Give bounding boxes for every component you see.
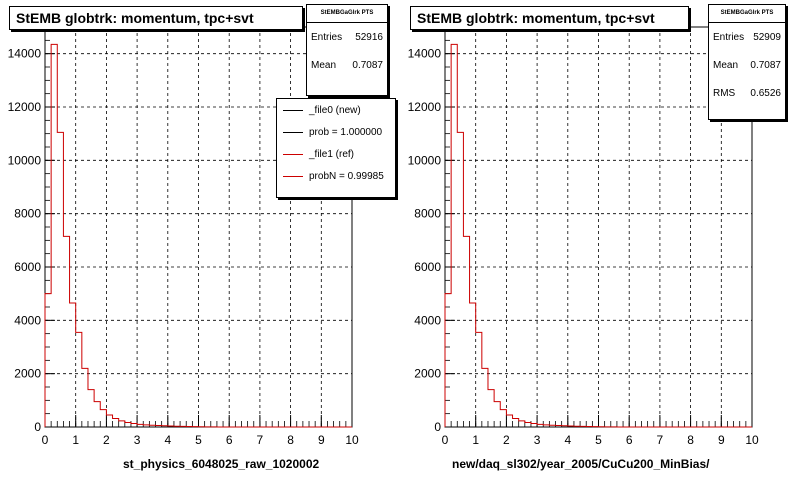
y-tick-label: 0	[34, 420, 41, 434]
right-rms-label: RMS	[713, 87, 736, 99]
x-tick-label: 4	[164, 433, 171, 447]
right-stats-entries-row: Entries 52909	[709, 23, 785, 51]
legend-entry: _file0 (new)	[277, 99, 395, 121]
legend-line-swatch	[283, 175, 303, 177]
left-stats-mean-row: Mean 0.7087	[307, 51, 387, 79]
y-tick-label: 6000	[14, 260, 41, 274]
legend-entry: _file1 (ref)	[277, 143, 395, 165]
left-legend: _file0 (new) prob = 1.000000 _file1 (ref…	[276, 98, 396, 198]
x-tick-label: 5	[195, 433, 202, 447]
x-tick-label: 1	[72, 433, 79, 447]
x-tick-label: 9	[718, 433, 725, 447]
y-tick-label: 4000	[14, 313, 41, 327]
right-x-axis-label: new/daq_sl302/year_2005/CuCu200_MinBias/	[452, 457, 710, 471]
right-entries-label: Entries	[713, 31, 745, 43]
legend-entry: probN = 0.99985	[277, 165, 395, 187]
x-tick-label: 2	[103, 433, 110, 447]
y-tick-label: 14000	[408, 47, 442, 61]
x-tick-label: 7	[657, 433, 664, 447]
left-stats-entries-row: Entries 52916	[307, 23, 387, 51]
legend-line-swatch	[283, 109, 303, 111]
left-mean-label: Mean	[311, 59, 337, 71]
legend-label: _file1 (ref)	[309, 148, 355, 160]
right-stats-box: StEMBGaGlrk PTS Entries 52909 Mean 0.708…	[708, 4, 786, 120]
left-entries-label: Entries	[311, 31, 343, 43]
y-tick-label: 6000	[414, 260, 441, 274]
legend-label: _file0 (new)	[309, 104, 361, 116]
legend-label: prob = 1.000000	[309, 126, 383, 138]
y-tick-label: 10000	[8, 153, 42, 167]
x-tick-label: 3	[534, 433, 541, 447]
x-tick-label: 0	[42, 433, 49, 447]
x-tick-label: 8	[287, 433, 294, 447]
right-entries-value: 52909	[753, 31, 781, 43]
legend-line-swatch	[283, 131, 303, 133]
y-tick-label: 8000	[14, 207, 41, 221]
left-entries-value: 52916	[355, 31, 383, 43]
left-x-axis-label: st_physics_6048025_raw_1020002	[123, 457, 320, 471]
legend-entry: prob = 1.000000	[277, 121, 395, 143]
legend-label: probN = 0.99985	[309, 170, 384, 182]
x-tick-label: 4	[564, 433, 571, 447]
x-tick-label: 8	[687, 433, 694, 447]
x-tick-label: 1	[472, 433, 479, 447]
x-tick-label: 7	[257, 433, 264, 447]
x-tick-label: 2	[503, 433, 510, 447]
right-plot-title: StEMB globtrk: momentum, tpc+svt	[410, 6, 689, 30]
x-tick-label: 6	[626, 433, 633, 447]
right-stats-name: StEMBGaGlrk PTS	[709, 5, 785, 23]
x-tick-label: 3	[134, 433, 141, 447]
x-tick-label: 5	[595, 433, 602, 447]
left-stats-box: StEMBGaGlrk PTS Entries 52916 Mean 0.708…	[306, 4, 388, 96]
left-plot-title: StEMB globtrk: momentum, tpc+svt	[9, 6, 303, 30]
x-tick-label: 10	[745, 433, 759, 447]
y-tick-label: 0	[434, 420, 441, 434]
y-tick-label: 12000	[408, 100, 442, 114]
right-histogram-plot: 0 1 2 3 4 5 6 7 8 9 10 0 2000 4000 6000 8000 10000 12000 1…	[408, 26, 759, 447]
x-tick-label: 0	[442, 433, 449, 447]
right-stats-rms-row: RMS 0.6526	[709, 79, 785, 107]
y-tick-label: 14000	[8, 47, 42, 61]
x-tick-label: 6	[226, 433, 233, 447]
y-tick-label: 2000	[414, 367, 441, 381]
y-tick-label: 12000	[8, 100, 42, 114]
right-stats-mean-row: Mean 0.7087	[709, 51, 785, 79]
y-tick-label: 2000	[14, 367, 41, 381]
left-histogram-plot: 0 1 2 3 4 5 6 7 8 9 10 0 2000 4000 6000 8000 10000 12000 1…	[8, 26, 359, 447]
left-stats-name: StEMBGaGlrk PTS	[307, 5, 387, 23]
y-tick-label: 10000	[408, 153, 442, 167]
right-mean-value: 0.7087	[750, 59, 781, 71]
left-histogram-panel: 0 1 2 3 4 5 6 7 8 9 10 0 2000 4000 6000 8000 10000 12000 1…	[8, 4, 396, 471]
right-mean-label: Mean	[713, 59, 739, 71]
y-tick-label: 4000	[414, 313, 441, 327]
histogram-series-line	[44, 43, 352, 428]
x-tick-label: 9	[318, 433, 325, 447]
right-rms-value: 0.6526	[750, 87, 781, 99]
legend-line-swatch	[283, 153, 303, 155]
right-histogram-panel: 0 1 2 3 4 5 6 7 8 9 10 0 2000 4000 6000 8000 10000 12000 1…	[400, 0, 800, 480]
y-tick-label: 8000	[414, 207, 441, 221]
x-tick-label: 10	[345, 433, 359, 447]
left-mean-value: 0.7087	[352, 59, 383, 71]
histogram-series-line	[444, 43, 752, 428]
